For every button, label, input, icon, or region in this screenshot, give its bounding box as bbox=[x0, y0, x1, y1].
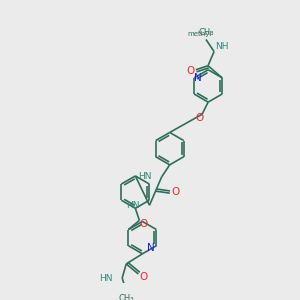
Text: N: N bbox=[148, 243, 155, 253]
Text: O: O bbox=[139, 272, 148, 282]
Text: HN: HN bbox=[100, 274, 113, 283]
Text: NH: NH bbox=[215, 42, 229, 51]
Text: HN: HN bbox=[138, 172, 152, 182]
Text: O: O bbox=[172, 187, 180, 197]
Text: HN: HN bbox=[126, 201, 140, 210]
Text: O: O bbox=[195, 113, 203, 123]
Text: CH₃: CH₃ bbox=[118, 294, 134, 300]
Text: CH₃: CH₃ bbox=[198, 28, 214, 37]
Text: O: O bbox=[187, 66, 195, 76]
Text: methyl: methyl bbox=[188, 32, 212, 38]
Text: O: O bbox=[139, 220, 148, 230]
Text: N: N bbox=[194, 73, 202, 83]
